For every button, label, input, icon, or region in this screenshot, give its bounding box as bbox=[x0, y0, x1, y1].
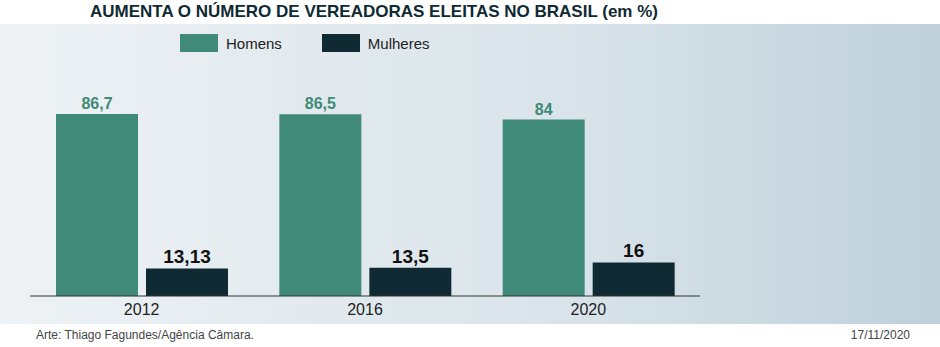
html-text:AUMENTA O NÚMERO DE VEREADORAS: AUMENTA O NÚMERO DE VEREADORAS ELEITAS N… bbox=[90, 2, 658, 21]
svg-text:13,5: 13,5 bbox=[392, 246, 429, 267]
svg-text:86,7: 86,7 bbox=[81, 95, 112, 112]
svg-text:2012: 2012 bbox=[124, 301, 160, 318]
html-text:Homens: Homens bbox=[226, 34, 282, 52]
svg-text:13,13: 13,13 bbox=[163, 246, 211, 267]
svg-text:2020: 2020 bbox=[571, 301, 607, 318]
html-text:Mulheres: Mulheres bbox=[367, 34, 430, 52]
svg-text:16: 16 bbox=[623, 240, 644, 261]
svg-text:2016: 2016 bbox=[347, 301, 383, 318]
html-text:Arte: Thiago Fagundes/Agência: Arte: Thiago Fagundes/Agência Câmara. bbox=[36, 328, 254, 342]
html-text:17/11/2020: 17/11/2020 bbox=[850, 328, 910, 342]
svg-text:86,5: 86,5 bbox=[305, 95, 336, 112]
svg-text:84: 84 bbox=[535, 101, 553, 118]
